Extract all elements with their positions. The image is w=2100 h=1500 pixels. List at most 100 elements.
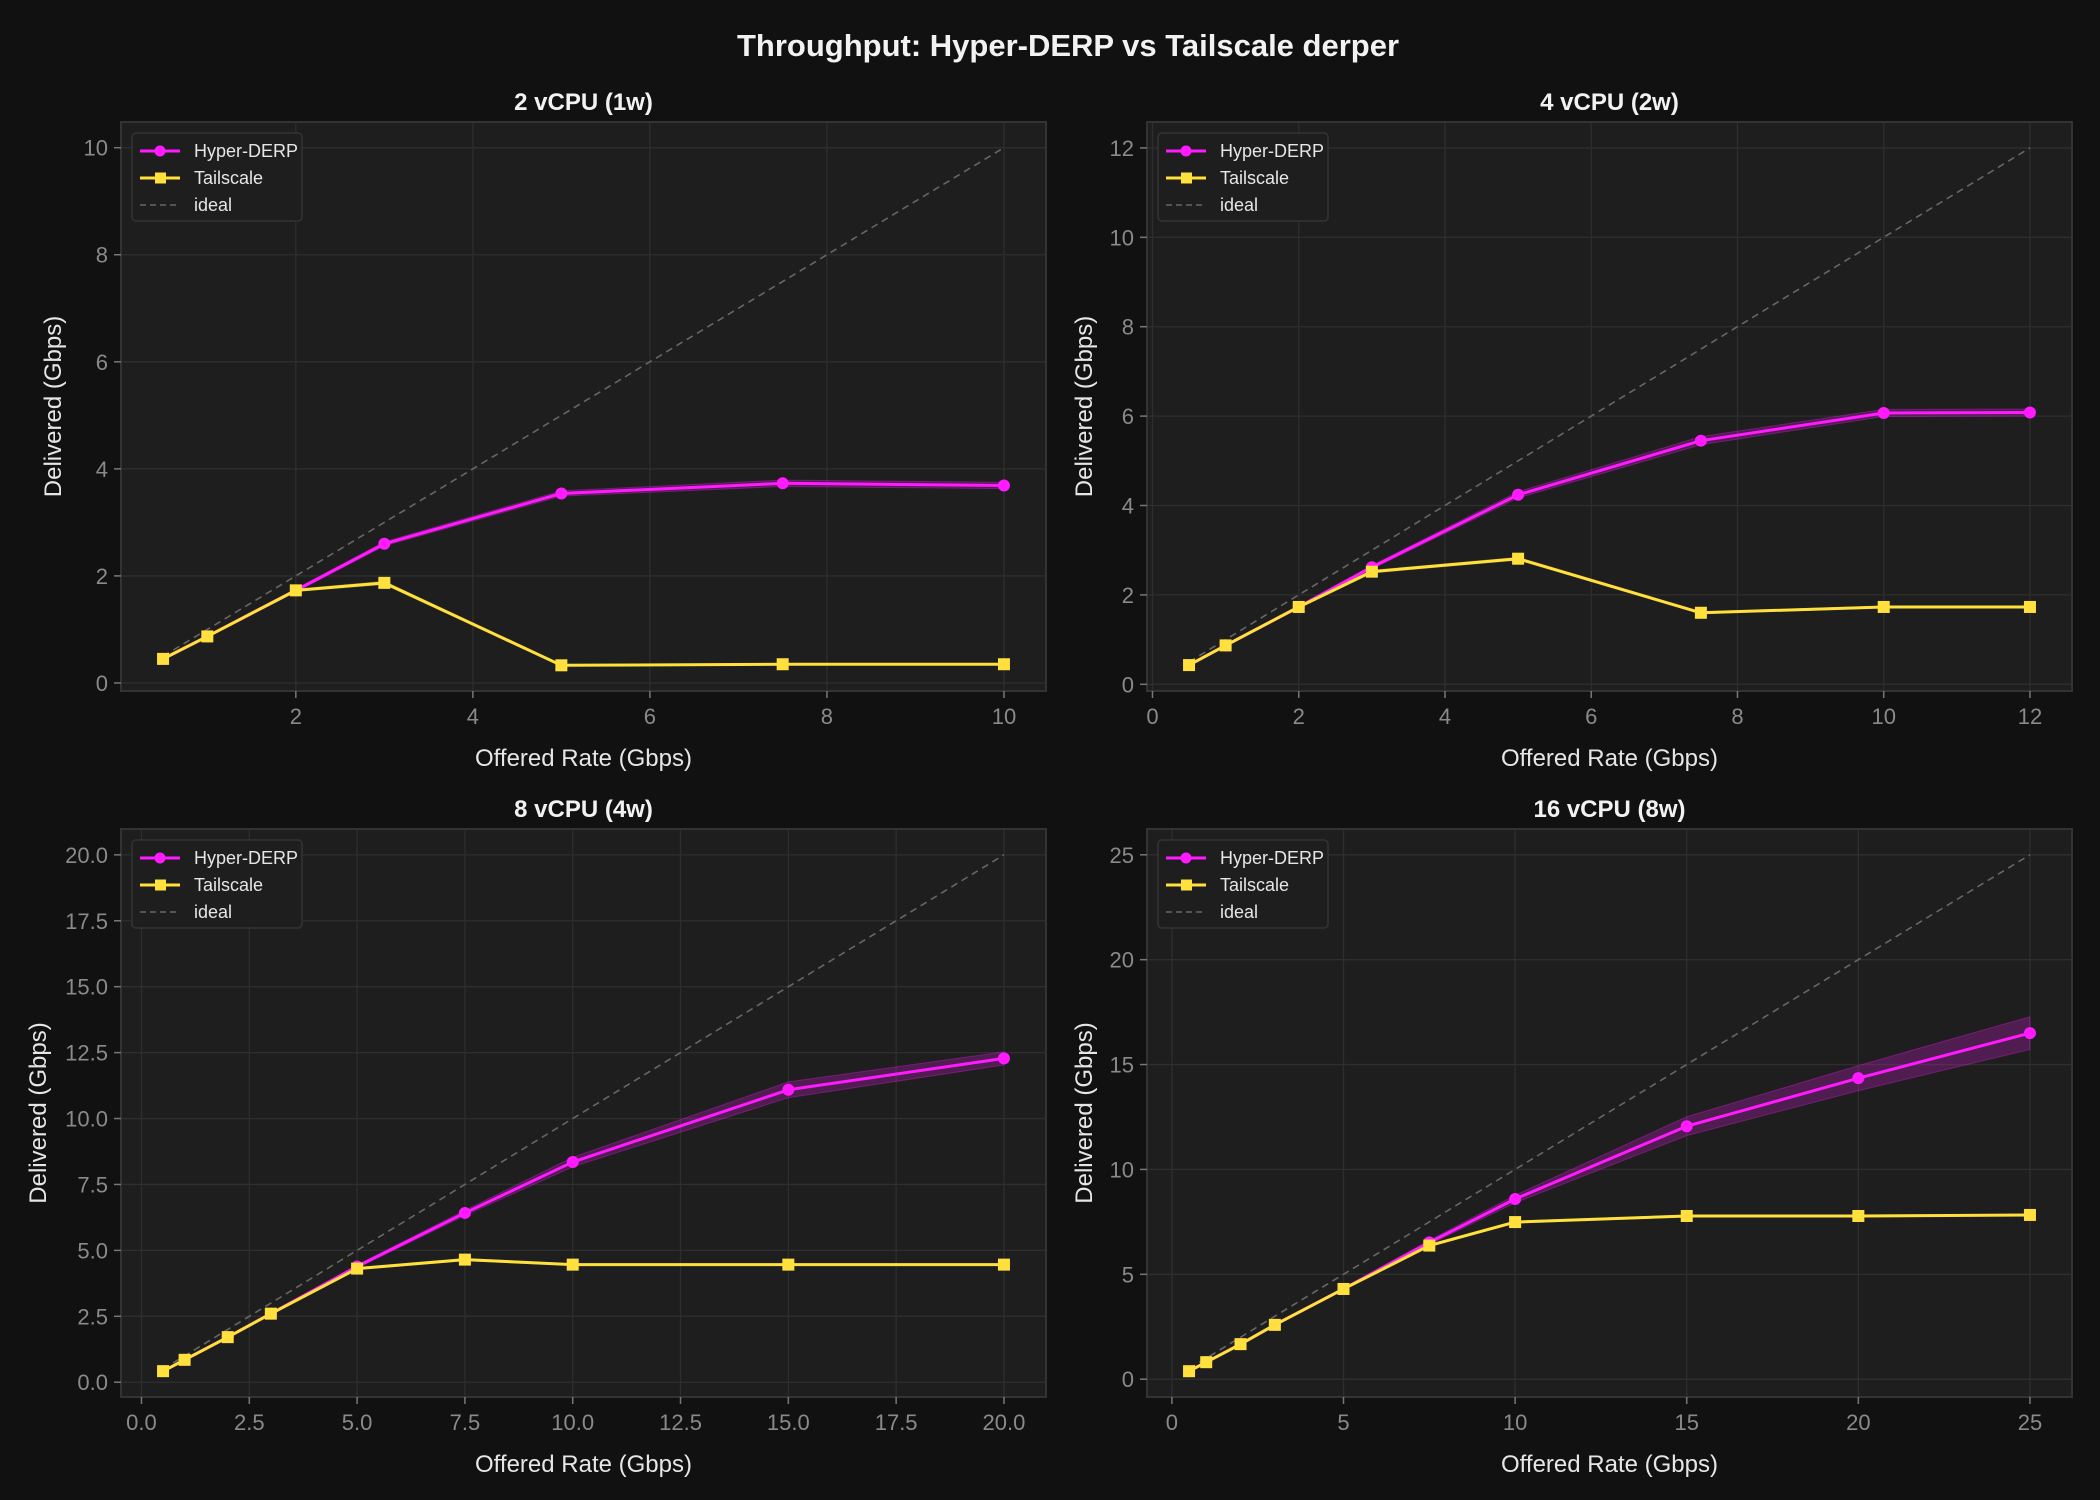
data-point	[378, 537, 391, 550]
ideal-line	[162, 147, 1005, 657]
data-point	[351, 1262, 364, 1275]
x-axis-label: Offered Rate (Gbps)	[1501, 745, 1718, 772]
legend-marker-square	[1181, 172, 1192, 184]
subplots: 2 4 6 8 10 0 2 4 6 8 10 2 vCPU (1w) Offered Rate (Gb…	[25, 89, 2073, 1478]
y-tick-label: 2	[1122, 583, 1134, 608]
x-tick-label: 12.5	[659, 1410, 702, 1435]
x-tick-label: 15	[1674, 1410, 1698, 1435]
y-tick-label: 7.5	[77, 1172, 108, 1197]
data-point	[1694, 606, 1707, 619]
data-point	[2023, 1027, 2036, 1040]
y-tick-label: 2.5	[77, 1304, 108, 1329]
y-tick-label: 15.0	[65, 975, 108, 1000]
y-tick-label: 4	[96, 457, 108, 482]
legend-item-hyper: Hyper-DERP	[1166, 141, 1324, 161]
legend-item-hyper: Hyper-DERP	[1166, 848, 1324, 868]
data-point	[1365, 565, 1378, 578]
x-tick-label: 15.0	[767, 1410, 810, 1435]
y-tick-label: 20.0	[65, 843, 108, 868]
y-tick-label: 8	[96, 243, 108, 268]
data-point	[2023, 1208, 2036, 1221]
data-point	[1337, 1282, 1350, 1295]
series-line	[1188, 557, 2030, 667]
legend-label: Tailscale	[1220, 168, 1289, 188]
subplot-3: 0.0 2.5 5.0 7.5 10.0 12.5 15.0 17.5 20.0 0.0 2.5 5.…	[25, 796, 1047, 1478]
legend-label: ideal	[194, 902, 232, 922]
x-tick-label: 0	[1146, 704, 1158, 729]
x-tick-label: 7.5	[450, 1410, 481, 1435]
data-point	[221, 1331, 234, 1344]
subplot-1: 2 4 6 8 10 0 2 4 6 8 10 2 vCPU (1w) Offered Rate (Gb…	[40, 89, 1047, 772]
subplot-title: 2 vCPU (1w)	[514, 89, 653, 116]
legend-marker-circle	[154, 852, 166, 864]
data-point	[776, 477, 789, 490]
y-tick-label: 12	[1110, 136, 1134, 161]
data-point	[1512, 552, 1525, 565]
legend-label: Tailscale	[194, 875, 263, 895]
data-point	[2023, 406, 2036, 419]
y-tick-label: 25	[1110, 843, 1134, 868]
legend-item-ideal: ideal	[1166, 195, 1258, 215]
x-tick-label: 12	[2018, 704, 2042, 729]
x-tick-label: 2	[1293, 704, 1305, 729]
legend-label: Tailscale	[1220, 875, 1289, 895]
series-tailscale	[1183, 552, 2036, 672]
legend-label: Tailscale	[194, 168, 263, 188]
legend-label: Hyper-DERP	[1220, 141, 1324, 161]
legend-marker-square	[155, 172, 166, 184]
legend-marker-circle	[1180, 145, 1192, 157]
ideal-line	[1188, 854, 2031, 1370]
x-tick-label: 10	[1871, 704, 1895, 729]
x-axis-label: Offered Rate (Gbps)	[475, 1451, 692, 1478]
data-point	[458, 1253, 471, 1266]
data-point	[1512, 488, 1525, 501]
series-tailscale	[157, 576, 1010, 672]
data-point	[1183, 659, 1196, 672]
legend: Hyper-DERP Tailscale ideal	[131, 132, 303, 222]
x-tick-label: 10	[1503, 1410, 1527, 1435]
legend: Hyper-DERP Tailscale ideal	[1157, 839, 1329, 929]
x-tick-label: 17.5	[875, 1410, 918, 1435]
x-tick-label: 25	[2018, 1410, 2042, 1435]
x-tick-label: 4	[467, 704, 479, 729]
legend-label: Hyper-DERP	[194, 848, 298, 868]
series-tailscale	[1183, 1208, 2036, 1378]
legend-frame	[1157, 839, 1329, 929]
legend-item-tailscale: Tailscale	[140, 875, 263, 895]
data-point	[1509, 1192, 1522, 1205]
legend-label: Hyper-DERP	[194, 141, 298, 161]
y-axis-label: Delivered (Gbps)	[1071, 316, 1098, 497]
y-axis-label: Delivered (Gbps)	[25, 1022, 52, 1203]
y-tick-label: 2	[96, 564, 108, 589]
x-tick-label: 20.0	[983, 1410, 1026, 1435]
legend-item-hyper: Hyper-DERP	[140, 141, 298, 161]
legend-frame	[131, 839, 303, 929]
data-point	[1877, 600, 1890, 613]
axes-frame	[120, 828, 1047, 1398]
figure-title: Throughput: Hyper-DERP vs Tailscale derp…	[737, 28, 1399, 63]
data-point	[157, 1365, 170, 1378]
data-point	[1877, 406, 1890, 419]
data-point	[566, 1156, 579, 1169]
subplot-4: 0 5 10 15 20 25 0 5 10 15 20 25 16 vCPU (8w) Offered …	[1071, 796, 2073, 1478]
y-tick-label: 10	[1110, 1157, 1134, 1182]
data-point	[1852, 1209, 1865, 1222]
x-tick-label: 6	[1585, 704, 1597, 729]
data-point	[157, 652, 170, 665]
data-point	[1183, 1365, 1196, 1378]
legend: Hyper-DERP Tailscale ideal	[1157, 132, 1329, 222]
legend-marker-circle	[154, 145, 166, 157]
data-point	[1219, 639, 1232, 652]
y-tick-label: 20	[1110, 948, 1134, 973]
y-tick-label: 10	[1110, 225, 1134, 250]
data-point	[1292, 600, 1305, 613]
data-point	[458, 1206, 471, 1219]
y-tick-label: 10	[84, 136, 108, 161]
data-point	[1268, 1318, 1281, 1331]
data-point	[178, 1353, 191, 1366]
legend-item-ideal: ideal	[1166, 902, 1258, 922]
series-tailscale	[157, 1253, 1010, 1378]
x-tick-label: 0.0	[126, 1410, 157, 1435]
data-point	[1852, 1072, 1865, 1085]
